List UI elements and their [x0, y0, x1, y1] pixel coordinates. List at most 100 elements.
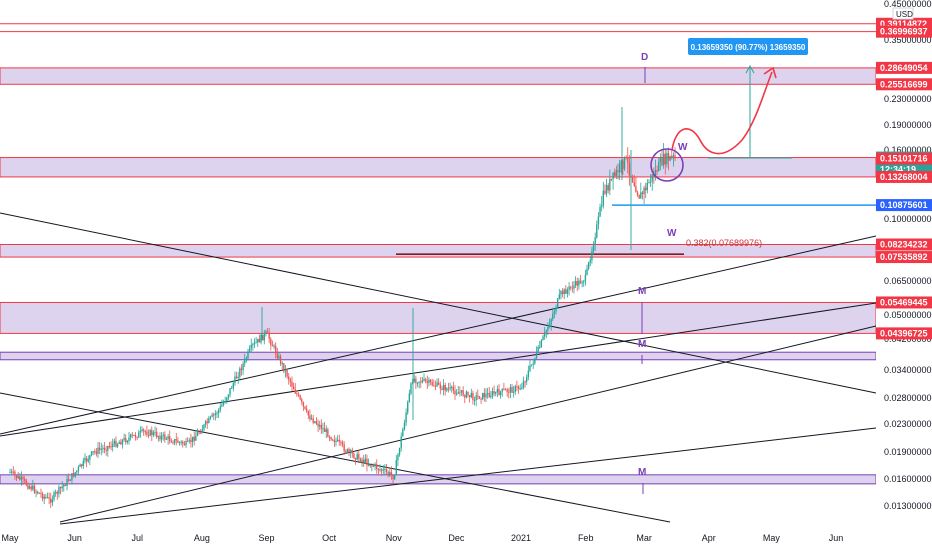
candle-body: [576, 281, 578, 286]
candle-body: [540, 340, 543, 348]
candle-body: [596, 224, 598, 238]
candle-body: [395, 460, 398, 476]
candle-body: [51, 499, 54, 503]
candle-body: [245, 358, 248, 360]
candle-body: [459, 392, 461, 394]
trendline: [0, 212, 877, 394]
candle-body: [457, 392, 459, 394]
candle-body: [452, 386, 455, 391]
candle-body: [524, 381, 526, 383]
y-tick-label: 0.02300000: [884, 419, 932, 429]
candle-body: [561, 291, 564, 295]
candle-body: [539, 347, 541, 349]
candle-body: [84, 458, 86, 461]
candle-body: [299, 395, 301, 400]
candle-body: [136, 437, 138, 439]
candle-body: [230, 387, 233, 389]
candle-body: [392, 475, 394, 480]
candle-body: [48, 497, 50, 499]
projected-arrowhead: [763, 66, 777, 79]
candle-body: [288, 376, 290, 380]
candle-body: [436, 382, 438, 387]
candle-body: [232, 383, 235, 388]
zone-band: [0, 157, 877, 178]
candle-body: [178, 442, 181, 444]
candle-body: [371, 465, 373, 467]
candle-body: [341, 442, 344, 445]
candle-body: [385, 469, 388, 473]
candle-body: [390, 472, 393, 476]
candle-body: [242, 363, 244, 371]
candle-body: [612, 172, 614, 180]
candle-body: [441, 388, 443, 390]
price-badge-label: 0.10875601: [880, 200, 928, 210]
currency-box[interactable]: [892, 7, 914, 20]
candle-body: [535, 351, 538, 359]
price-badge: [876, 152, 932, 165]
candle-body: [64, 484, 67, 486]
candle-body: [408, 393, 411, 402]
candle-body: [102, 447, 104, 449]
candle-body: [398, 448, 401, 455]
candle-body: [216, 413, 218, 415]
candle-body: [348, 449, 350, 453]
candle-body: [107, 446, 109, 451]
x-tick-label: 2021: [511, 533, 531, 543]
candle-body: [511, 387, 513, 393]
candle-body: [283, 363, 285, 372]
candle-body: [413, 378, 415, 382]
candle-body: [358, 454, 360, 459]
candle-body: [198, 432, 200, 434]
price-badge: [876, 251, 932, 264]
x-tick-label: Apr: [702, 533, 716, 543]
candle-body: [498, 389, 500, 396]
candle-body: [552, 313, 554, 320]
candle-body: [428, 379, 430, 383]
candle-body: [63, 484, 65, 487]
candle-body: [393, 475, 396, 480]
candle-body: [356, 454, 358, 460]
candle-body: [488, 392, 490, 398]
candle-body: [274, 345, 277, 354]
candle-body: [332, 439, 334, 441]
candle-body: [138, 432, 140, 438]
candle-body: [379, 469, 381, 471]
trendline: [0, 392, 671, 523]
price-axis-bg: [876, 0, 932, 550]
candle-body: [587, 262, 590, 269]
candle-body: [651, 174, 653, 182]
candle-body: [556, 298, 559, 308]
candle-body: [485, 393, 487, 398]
candle-body: [319, 424, 321, 427]
y-tick-label: 0.10000000: [884, 214, 932, 224]
pattern-label: D: [641, 52, 648, 63]
candle-body: [376, 464, 378, 470]
pattern-label: M: [638, 339, 646, 350]
candle-body: [418, 381, 420, 383]
candle-body: [451, 386, 453, 388]
candle-body: [578, 280, 580, 286]
candle-body: [625, 157, 627, 159]
candle-body: [477, 395, 479, 397]
candle-body: [614, 172, 616, 176]
candle-body: [203, 424, 205, 430]
x-tick-label: Jun: [829, 533, 844, 543]
candle-body: [217, 409, 220, 414]
candle-body: [229, 388, 231, 395]
candle-body: [658, 161, 660, 172]
candle-body: [56, 492, 58, 494]
candle-body: [209, 416, 212, 419]
candle-body: [579, 280, 582, 284]
candle-body: [482, 392, 484, 400]
candle-body: [111, 444, 114, 447]
candle-body: [304, 406, 306, 409]
candle-body: [328, 436, 331, 438]
candle-body: [501, 388, 503, 392]
candle-body: [387, 472, 389, 475]
candle-body: [508, 391, 510, 393]
candle-body: [208, 418, 210, 424]
candle-body: [30, 486, 32, 490]
candle-body: [543, 332, 546, 337]
candle-body: [237, 376, 239, 379]
